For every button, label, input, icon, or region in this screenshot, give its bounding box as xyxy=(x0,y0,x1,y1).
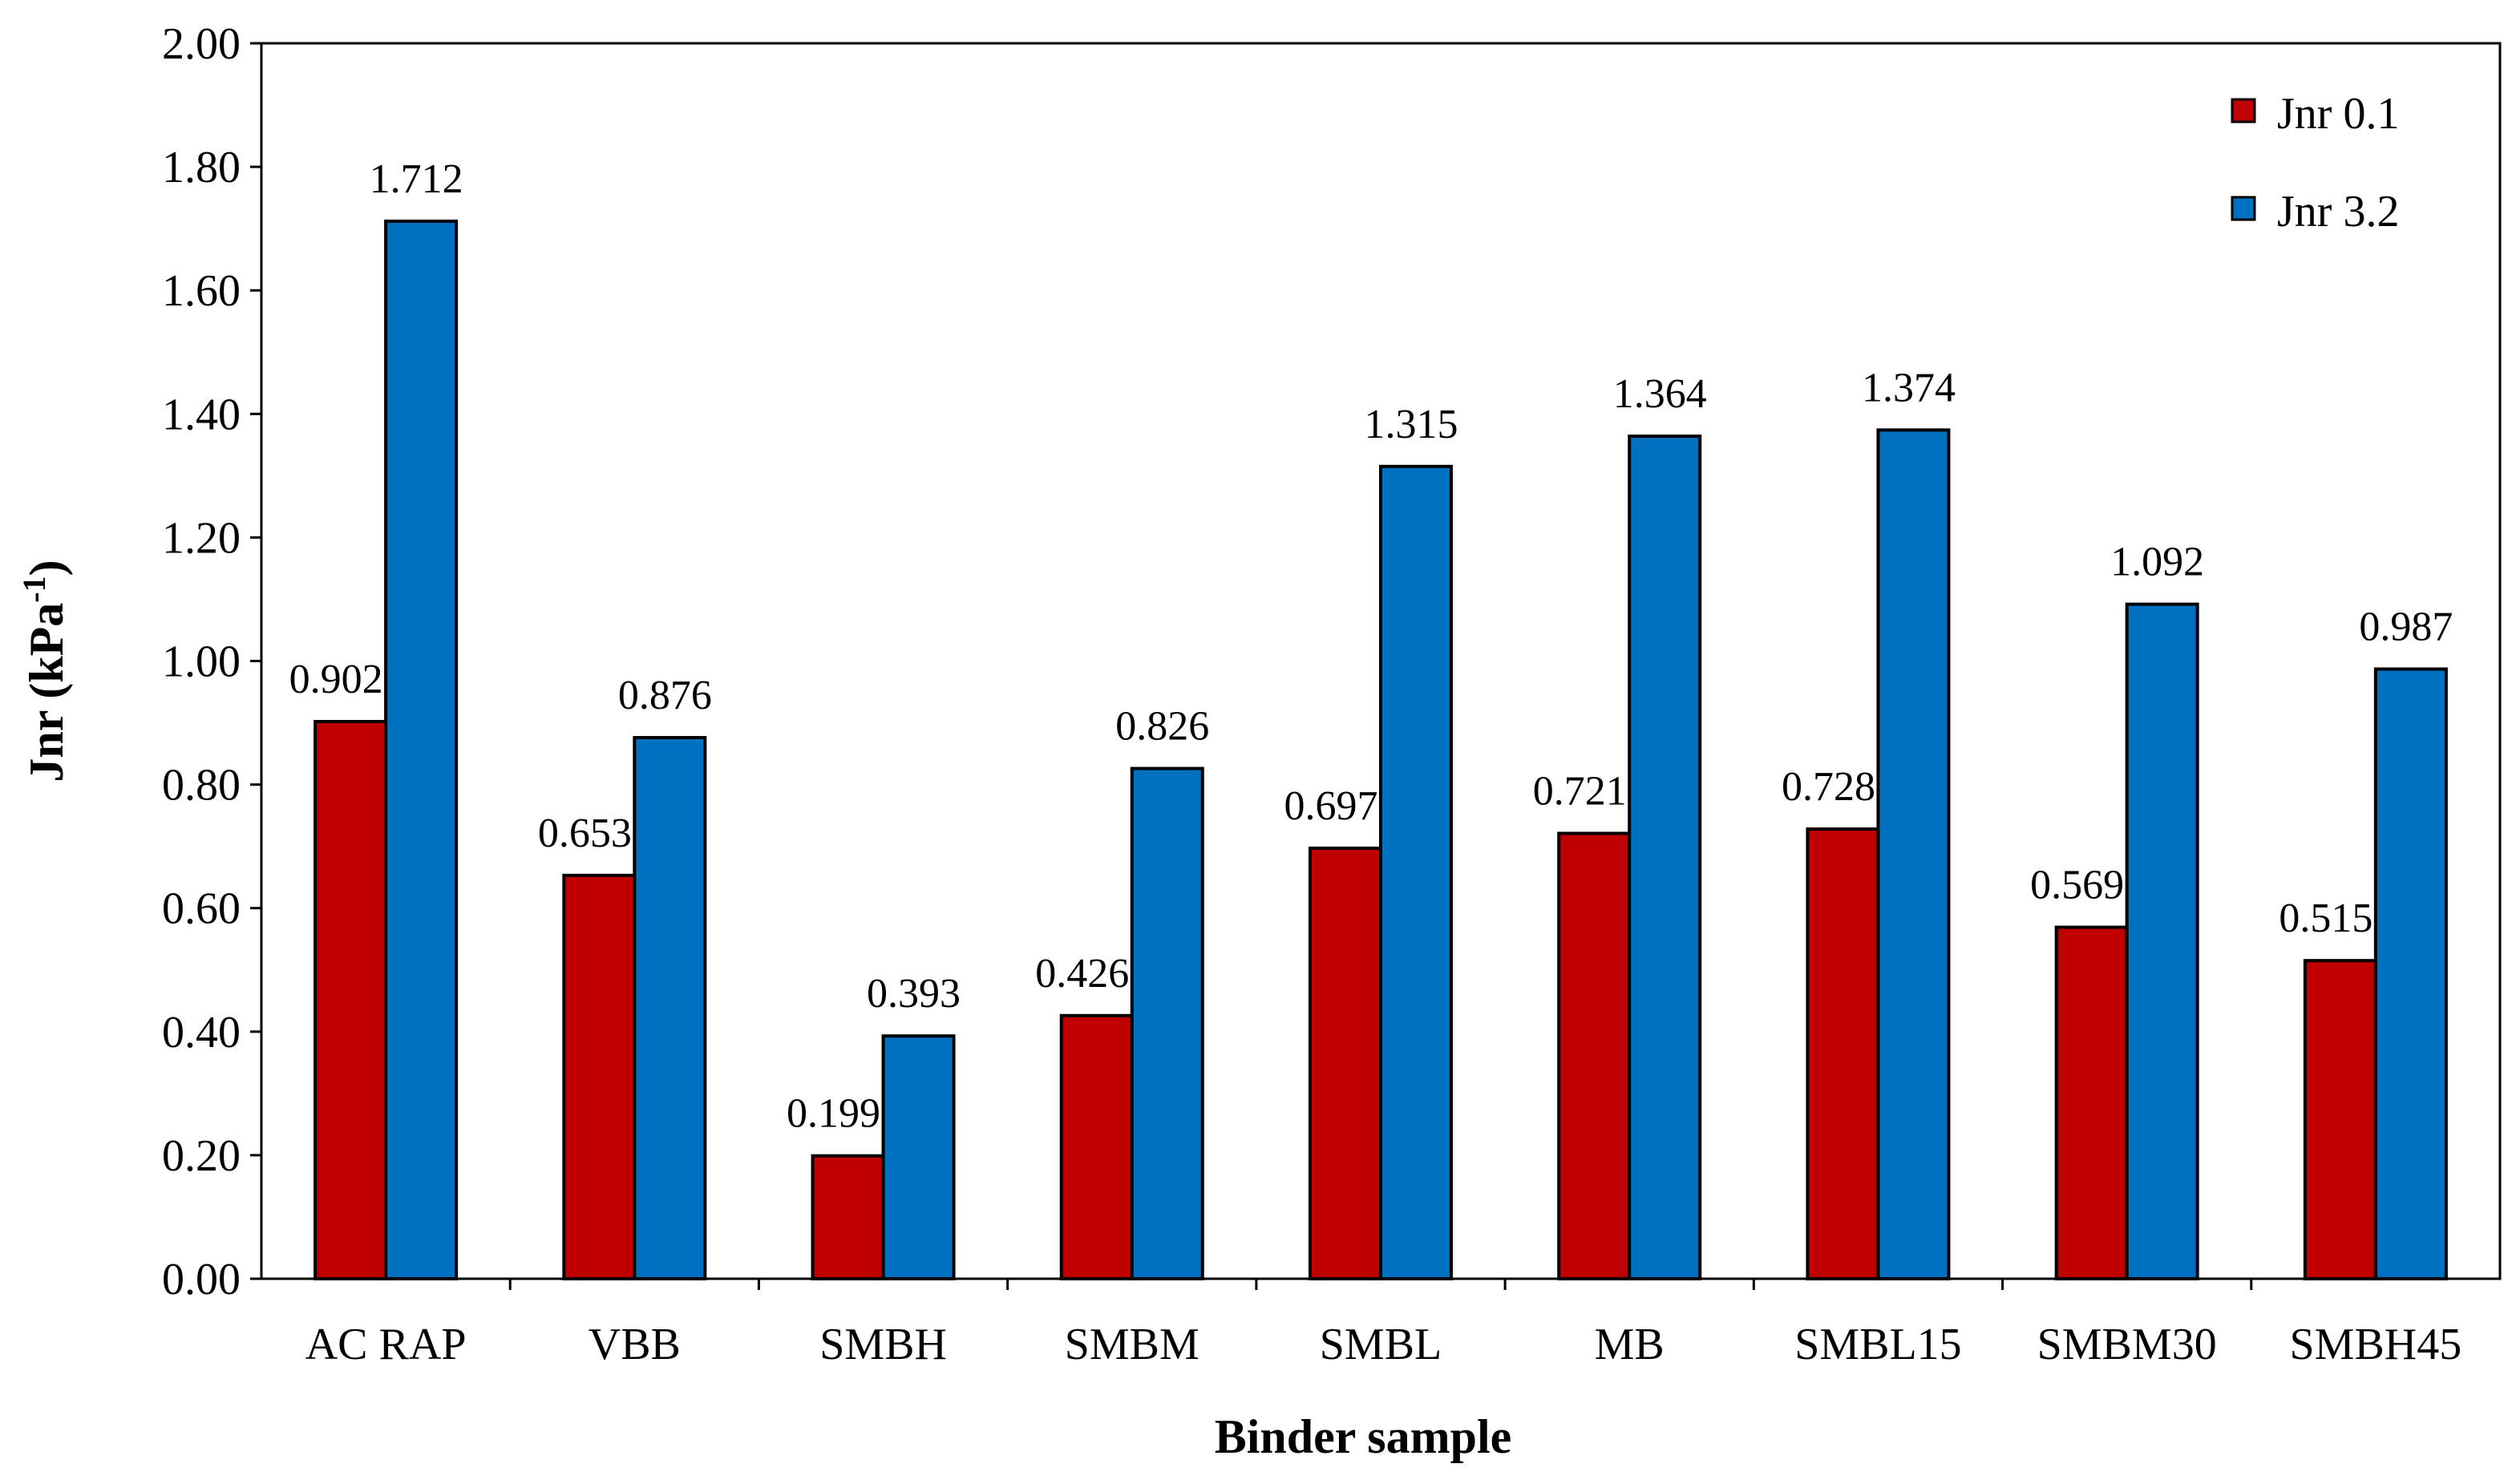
legend-swatch xyxy=(2231,98,2256,123)
x-tick-label: SMBH45 xyxy=(2290,1320,2462,1369)
data-label: 1.364 xyxy=(1613,371,1707,417)
x-tick-label: MB xyxy=(1595,1320,1665,1369)
bar-jnr-0-1-smbh45 xyxy=(2303,959,2377,1280)
data-label: 1.092 xyxy=(2110,540,2204,585)
data-label: 0.902 xyxy=(289,657,383,702)
y-tick-label: 1.40 xyxy=(162,390,241,439)
data-label: 0.876 xyxy=(618,673,712,718)
data-label: 0.987 xyxy=(2359,605,2453,650)
legend-label: Jnr 0.1 xyxy=(2277,89,2399,139)
x-tick-label: SMBM xyxy=(1065,1320,1199,1369)
bar-jnr-3-2-smbl15 xyxy=(1876,428,1951,1280)
y-tick-label: 0.60 xyxy=(162,884,241,934)
x-tick-label: SMBH xyxy=(819,1320,947,1369)
bar-jnr-3-2-smbm xyxy=(1130,766,1204,1280)
x-tick-label: VBB xyxy=(589,1320,681,1369)
y-tick-label: 0.20 xyxy=(162,1131,241,1181)
bar-jnr-0-1-smbh xyxy=(811,1154,885,1281)
bar-jnr-3-2-smbh xyxy=(881,1034,956,1280)
data-label: 1.374 xyxy=(1862,365,1956,410)
bar-jnr-0-1-mb xyxy=(1557,831,1632,1280)
bar-jnr-0-1-smbm30 xyxy=(2054,925,2129,1280)
bar-jnr-0-1-vbb xyxy=(562,873,637,1281)
y-tick-label: 0.80 xyxy=(162,761,241,811)
bar-jnr-3-2-vbb xyxy=(633,736,707,1280)
y-axis-title: Jnr (kPa-1) xyxy=(16,560,73,782)
y-tick-label: 1.20 xyxy=(162,513,241,563)
data-label: 0.721 xyxy=(1533,768,1627,814)
data-label: 0.199 xyxy=(787,1091,880,1137)
data-label: 0.697 xyxy=(1284,783,1378,829)
y-tick-label: 1.60 xyxy=(162,266,241,316)
legend-swatch xyxy=(2231,196,2256,221)
legend-label: Jnr 3.2 xyxy=(2277,187,2399,237)
data-label: 1.315 xyxy=(1365,402,1458,447)
y-tick-label: 1.00 xyxy=(162,637,241,687)
bar-jnr-0-1-smbm xyxy=(1059,1013,1134,1280)
x-axis-title: Binder sample xyxy=(1215,1410,1512,1463)
x-tick-label: SMBL xyxy=(1320,1320,1442,1369)
bar-jnr-3-2-mb xyxy=(1628,435,1702,1281)
data-label: 0.515 xyxy=(2279,896,2372,941)
bar-jnr-0-1-ac-rap xyxy=(313,720,388,1280)
y-tick-label: 1.80 xyxy=(162,143,241,192)
data-label: 0.728 xyxy=(1782,764,1875,810)
data-label: 0.426 xyxy=(1035,951,1129,997)
bar-jnr-0-1-smbl xyxy=(1309,846,1382,1281)
x-tick-label: SMBL15 xyxy=(1794,1320,1962,1369)
x-tick-label: SMBM30 xyxy=(2037,1320,2217,1369)
y-tick-label: 0.40 xyxy=(162,1008,241,1057)
bar-jnr-3-2-smbh45 xyxy=(2373,667,2448,1280)
bar-jnr-3-2-smbl xyxy=(1379,464,1453,1280)
data-label: 0.393 xyxy=(867,971,961,1017)
bar-jnr-3-2-smbm30 xyxy=(2125,602,2199,1280)
bar-jnr-0-1-smbl15 xyxy=(1806,827,1880,1281)
x-tick-label: AC RAP xyxy=(305,1320,467,1369)
data-label: 0.569 xyxy=(2030,863,2124,908)
data-label: 1.712 xyxy=(370,156,463,202)
y-tick-label: 2.00 xyxy=(162,19,241,69)
data-label: 0.653 xyxy=(538,811,632,856)
data-label: 0.826 xyxy=(1115,704,1209,750)
bar-jnr-3-2-ac-rap xyxy=(384,219,459,1280)
y-tick-label: 0.00 xyxy=(162,1255,241,1304)
